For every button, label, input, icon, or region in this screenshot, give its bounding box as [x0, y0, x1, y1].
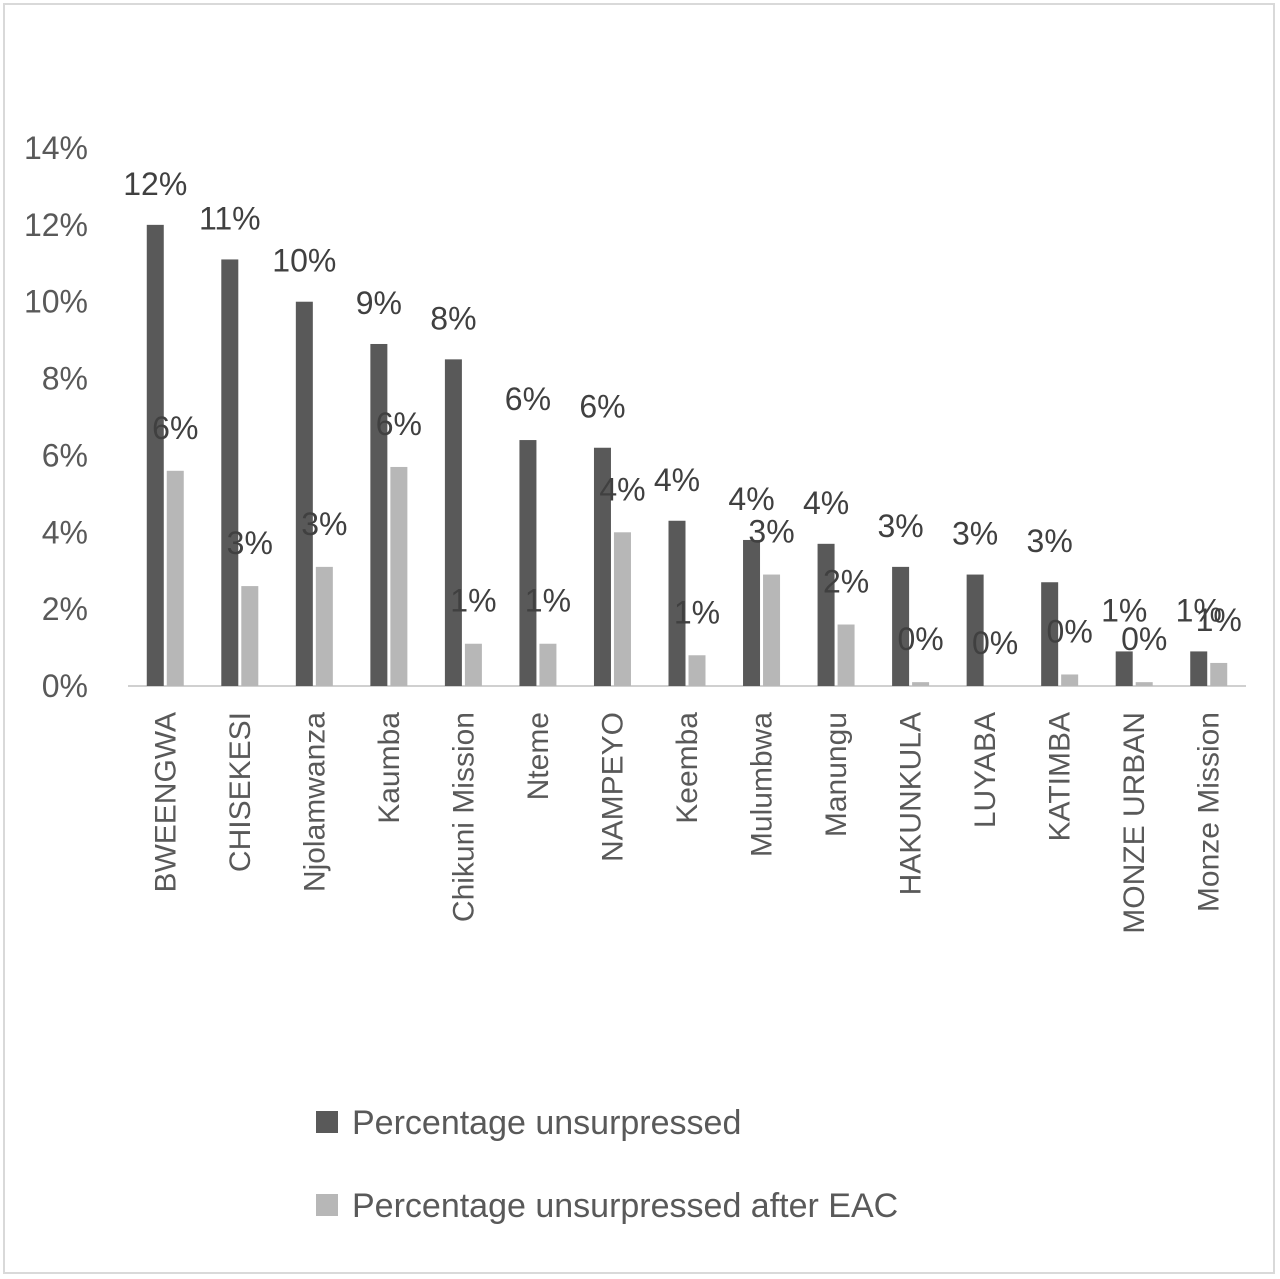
bar-series-1	[966, 574, 984, 686]
category-label: Manungu	[820, 712, 853, 837]
category-label: Kaumba	[373, 712, 406, 824]
category-label: NAMPEYO	[596, 712, 629, 862]
bar-series-1	[519, 440, 537, 686]
bar-series-2	[837, 624, 855, 686]
bar-series-2	[912, 682, 930, 686]
category-label: Keemba	[671, 712, 704, 824]
data-label-series-1: 3%	[877, 508, 923, 544]
data-label-series-1: 1%	[1101, 592, 1147, 628]
data-label-series-1: 4%	[654, 462, 700, 498]
y-tick-label: 0%	[42, 668, 88, 704]
data-label-series-2: 1%	[674, 594, 720, 630]
y-tick-label: 10%	[24, 284, 88, 320]
category-label: Nteme	[522, 712, 555, 800]
bar-series-2	[763, 574, 781, 686]
data-label-series-1: 11%	[199, 200, 261, 236]
data-label-series-1: 6%	[505, 381, 551, 417]
data-label-series-1: 4%	[803, 485, 849, 521]
category-label: CHISEKESI	[224, 712, 257, 872]
data-label-series-1: 9%	[356, 285, 402, 321]
bar-series-1	[892, 566, 910, 686]
category-label: MONZE URBAN	[1118, 712, 1151, 934]
y-tick-label: 4%	[42, 514, 88, 550]
data-label-series-2: 0%	[972, 625, 1018, 661]
bar-series-1	[221, 259, 239, 686]
category-label: Njolamwanza	[298, 712, 331, 892]
data-label-series-2: 0%	[897, 621, 943, 657]
data-label-series-1: 1%	[1176, 592, 1222, 628]
legend-label: Percentage unsurpressed after EAC	[352, 1187, 898, 1225]
data-label-series-1: 3%	[952, 516, 998, 552]
bar-series-1	[817, 543, 835, 686]
data-label-series-2: 1%	[1196, 602, 1242, 638]
legend-swatch	[316, 1111, 338, 1133]
y-tick-label: 14%	[24, 130, 88, 166]
y-tick-label: 12%	[24, 207, 88, 243]
data-label-series-2: 0%	[1047, 613, 1093, 649]
y-tick-label: 8%	[42, 361, 88, 397]
data-label-series-2: 1%	[450, 583, 496, 619]
category-label: Chikuni Mission	[447, 712, 480, 922]
bar-series-1	[370, 343, 388, 686]
bar-series-1	[1115, 651, 1133, 686]
data-label-series-2: 6%	[376, 406, 422, 442]
data-label-series-1: 10%	[272, 243, 336, 279]
bar-series-1	[295, 301, 313, 686]
data-label-series-1: 8%	[430, 300, 476, 336]
bar-series-2	[1135, 682, 1153, 686]
bar-series-2	[390, 466, 408, 686]
category-label: Monze Mission	[1193, 712, 1226, 912]
data-label-series-2: 3%	[748, 514, 794, 550]
data-label-series-1: 6%	[579, 389, 625, 425]
bar-series-2	[315, 566, 333, 686]
category-label: KATIMBA	[1044, 712, 1077, 841]
data-label-series-2: 3%	[227, 525, 273, 561]
category-label: BWEENGWA	[149, 712, 182, 893]
data-label-series-1: 3%	[1027, 523, 1073, 559]
bar-series-1	[1041, 582, 1059, 686]
bar-series-2	[241, 586, 259, 686]
bar-series-2	[1061, 674, 1079, 686]
bar-series-1	[593, 447, 611, 686]
legend-swatch	[316, 1194, 338, 1216]
bar-series-1	[444, 359, 462, 686]
bar-series-1	[743, 539, 761, 686]
legend-label: Percentage unsurpressed	[352, 1104, 741, 1142]
data-label-series-2: 3%	[301, 506, 347, 542]
category-label: HAKUNKULA	[895, 712, 928, 895]
data-label-series-1: 12%	[123, 166, 187, 202]
data-label-series-2: 6%	[152, 410, 198, 446]
data-label-series-2: 1%	[525, 583, 571, 619]
bar-series-1	[1190, 651, 1208, 686]
data-label-series-1: 4%	[728, 481, 774, 517]
bar-series-2	[1210, 662, 1228, 686]
data-label-series-2: 0%	[1121, 621, 1167, 657]
bar-series-2	[539, 643, 557, 686]
bar-series-2	[613, 532, 631, 686]
bar-series-2	[688, 655, 706, 686]
category-label: Mulumbwa	[746, 712, 779, 857]
bar-series-2	[166, 470, 184, 686]
chart-frame	[3, 3, 1275, 1274]
data-label-series-2: 2%	[823, 564, 869, 600]
bar-series-1	[146, 224, 164, 686]
y-tick-label: 2%	[42, 591, 88, 627]
y-tick-label: 6%	[42, 437, 88, 473]
bar-series-1	[668, 520, 686, 686]
bar-series-2	[464, 643, 482, 686]
category-label: LUYABA	[969, 712, 1002, 828]
data-label-series-2: 4%	[599, 471, 645, 507]
